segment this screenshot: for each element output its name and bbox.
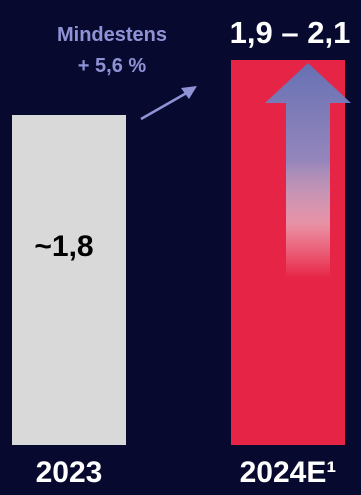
x-tick-2023: 2023 xyxy=(36,456,103,489)
growth-up-arrow xyxy=(265,63,351,278)
annotation-arrow-icon xyxy=(140,86,197,121)
data-label-2023: ~1,8 xyxy=(34,230,93,263)
growth-annotation-line2: + 5,6 % xyxy=(78,55,147,77)
x-tick-2024e: 2024E¹ xyxy=(240,456,337,489)
bar-2023 xyxy=(12,115,126,445)
data-label-2024e: 1,9 – 2,1 xyxy=(230,15,351,50)
growth-annotation-line1: Mindestens xyxy=(57,24,167,46)
